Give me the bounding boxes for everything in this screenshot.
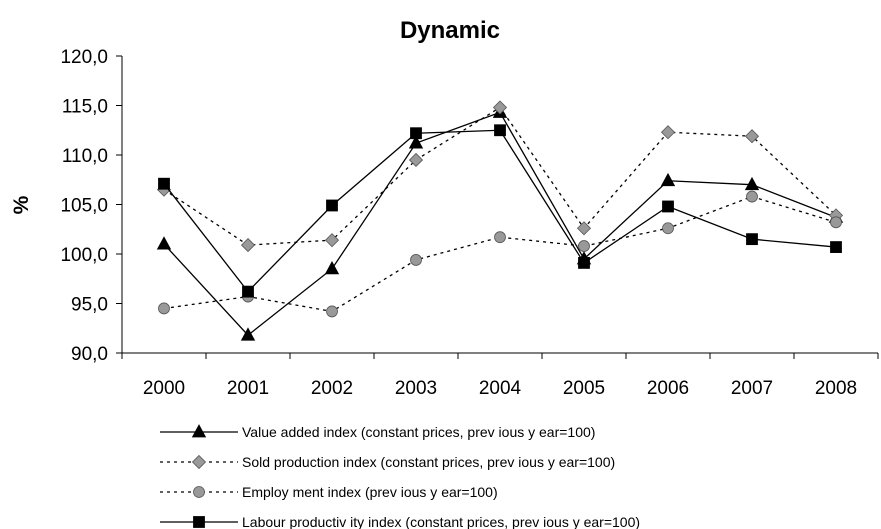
legend-entry-3: Employ ment index (prev ious y ear=100) xyxy=(160,484,498,500)
data-point xyxy=(158,177,170,190)
x-tick-label: 2002 xyxy=(311,378,353,399)
data-point xyxy=(326,305,338,318)
legend-marker xyxy=(193,516,205,528)
y-axis-label: % xyxy=(10,195,33,214)
y-tick-label: 105,0 xyxy=(60,196,108,217)
x-tick-label: 2005 xyxy=(563,378,605,399)
data-point xyxy=(662,222,674,235)
series-2 xyxy=(156,100,844,253)
series-line xyxy=(163,195,837,313)
series-4 xyxy=(158,124,842,298)
data-point xyxy=(660,172,676,187)
x-tick-label: 2001 xyxy=(227,378,269,399)
data-point xyxy=(744,129,760,144)
data-point xyxy=(242,285,254,298)
data-point xyxy=(408,152,424,168)
y-tick-label: 90,0 xyxy=(71,344,108,365)
legend-marker xyxy=(191,424,207,438)
data-point xyxy=(660,125,676,140)
x-tick-label: 2006 xyxy=(647,378,689,399)
data-point xyxy=(494,124,506,137)
series-3 xyxy=(158,190,842,318)
legend-label: Value added index (constant prices, prev… xyxy=(242,424,595,440)
y-tick-label: 100,0 xyxy=(60,245,108,266)
data-point xyxy=(240,238,256,253)
y-tick-label: 120,0 xyxy=(60,47,108,68)
x-tick-label: 2007 xyxy=(731,378,773,399)
legend-entry-1: Value added index (constant prices, prev… xyxy=(160,424,595,440)
data-point xyxy=(746,190,758,203)
data-point xyxy=(158,302,170,315)
series-layer xyxy=(156,100,844,341)
data-point xyxy=(494,231,506,244)
data-point xyxy=(744,176,760,191)
data-point xyxy=(408,135,424,149)
legend-entry-2: Sold production index (constant prices, … xyxy=(160,454,615,470)
series-line xyxy=(163,111,837,337)
series-line xyxy=(163,129,837,293)
data-point xyxy=(830,241,842,253)
data-point xyxy=(576,221,592,236)
legend-marker xyxy=(191,454,207,470)
data-point xyxy=(240,327,256,341)
y-tick-label: 95,0 xyxy=(71,295,108,316)
legend-marker xyxy=(193,486,205,498)
data-point xyxy=(830,216,842,229)
legend-entry-4: Labour productiv ity index (constant pri… xyxy=(160,514,640,529)
y-tick-label: 110,0 xyxy=(62,146,108,167)
data-point xyxy=(746,233,758,246)
data-point xyxy=(156,236,172,250)
series-1 xyxy=(156,104,844,341)
data-point xyxy=(578,240,590,252)
legend-label: Sold production index (constant prices, … xyxy=(242,454,615,470)
x-tick-label: 2003 xyxy=(395,378,437,399)
chart-title: Dynamic xyxy=(400,17,500,44)
data-point xyxy=(324,261,340,275)
data-point xyxy=(410,127,422,140)
axes: 90,0 95,0 100,0 105,0 110,0 115,0 120,0 2000 200… xyxy=(60,47,879,399)
data-point xyxy=(492,100,508,115)
y-tick-label: 115,0 xyxy=(62,97,108,118)
data-point xyxy=(662,200,674,213)
data-point xyxy=(326,199,338,212)
data-point xyxy=(578,257,590,269)
legend-label: Labour productiv ity index (constant pri… xyxy=(242,514,640,529)
data-point xyxy=(324,233,340,248)
legend: Value added index (constant prices, prev… xyxy=(160,424,640,529)
data-point xyxy=(410,254,422,266)
x-tick-label: 2008 xyxy=(815,378,857,399)
legend-label: Employ ment index (prev ious y ear=100) xyxy=(242,484,498,500)
x-tick-label: 2004 xyxy=(479,378,522,399)
x-tick-label: 2000 xyxy=(143,378,185,399)
